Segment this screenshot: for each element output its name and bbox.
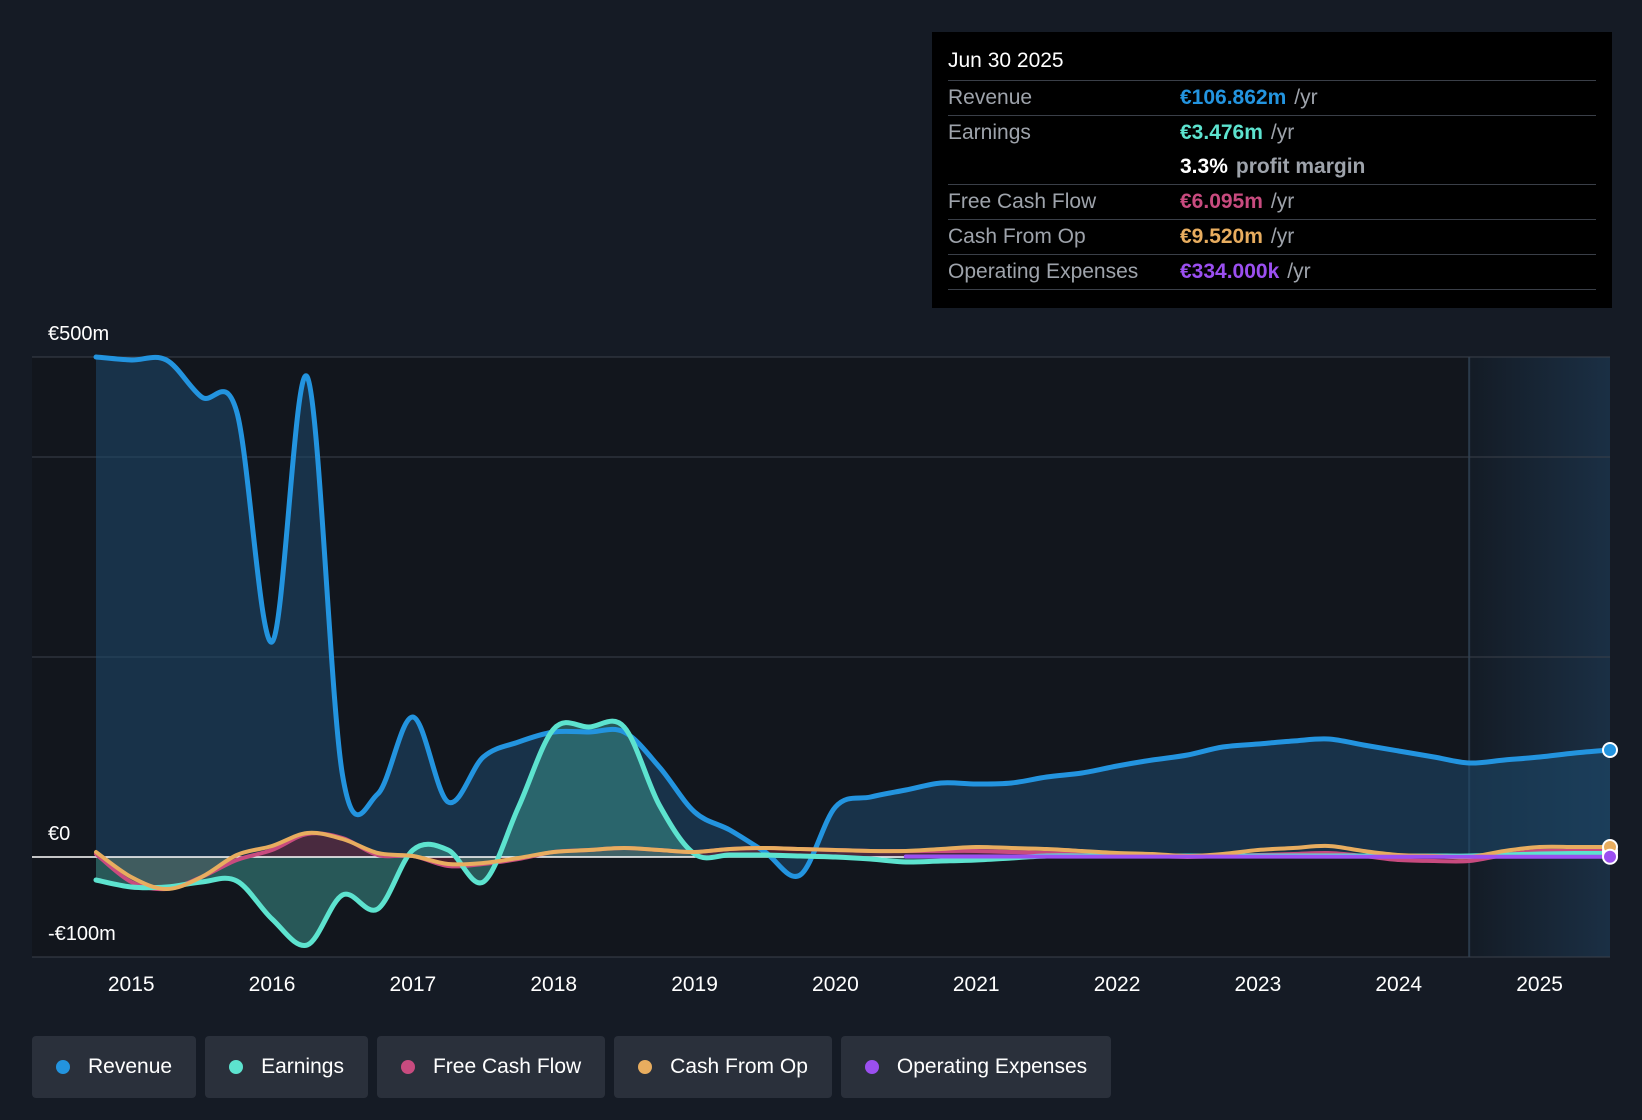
legend-item-free-cash-flow[interactable]: Free Cash Flow [376, 1036, 606, 1098]
legend: Revenue Earnings Free Cash Flow Cash Fro… [32, 1036, 1112, 1098]
x-tick-label: 2022 [1094, 973, 1141, 996]
y-tick-label: €0 [48, 823, 70, 845]
x-tick-label: 2025 [1516, 973, 1563, 996]
free-cash-flow-dot-icon [400, 1060, 415, 1074]
tooltip-value: €3.476m [1180, 121, 1263, 144]
revenue-end-marker [1602, 742, 1618, 758]
tooltip-value: €106.862m [1180, 86, 1287, 109]
series-lines [93, 354, 1613, 948]
tooltip-value: €334.000k [1180, 260, 1280, 283]
tooltip-unit: /yr [1270, 190, 1295, 213]
x-tick-label: 2019 [671, 973, 718, 996]
x-tick-label: 2018 [530, 973, 577, 996]
operating-expenses-dot-icon [864, 1060, 879, 1074]
tooltip-row-operating-expenses: Operating Expenses €334.000k /yr [948, 254, 1596, 290]
tooltip-value: 3.3% [1180, 155, 1228, 178]
tooltip-row-revenue: Revenue €106.862m /yr [948, 80, 1596, 115]
tooltip-row-earnings: Earnings €3.476m /yr [948, 115, 1596, 150]
legend-item-earnings[interactable]: Earnings [205, 1036, 368, 1098]
tooltip-unit: /yr [1270, 225, 1295, 248]
earnings-dot-icon [229, 1060, 244, 1074]
legend-item-cash-from-op[interactable]: Cash From Op [614, 1036, 832, 1098]
end-markers [1602, 742, 1618, 865]
tooltip-label: Earnings [948, 121, 1031, 144]
tooltip-value: €9.520m [1180, 225, 1263, 248]
x-axis-labels: 2015 2016 2017 2018 2019 2020 2021 2022 2023 2024… [108, 973, 1563, 996]
tooltip-panel: Jun 30 2025 Revenue €106.862m /yr Earnin… [932, 32, 1612, 308]
revenue-line [93, 354, 1613, 879]
tooltip-label: Cash From Op [948, 225, 1086, 248]
operating-expenses-end-marker [1602, 848, 1618, 865]
x-tick-label: 2024 [1375, 973, 1422, 996]
legend-item-revenue[interactable]: Revenue [32, 1036, 197, 1098]
legend-item-operating-expenses[interactable]: Operating Expenses [840, 1036, 1112, 1098]
cash-from-op-dot-icon [638, 1060, 653, 1074]
y-tick-label: €500m [48, 323, 109, 345]
tooltip-row-cash-from-op: Cash From Op €9.520m /yr [948, 219, 1596, 254]
legend-label: Free Cash Flow [432, 1055, 582, 1078]
tooltip-unit: /yr [1270, 121, 1295, 144]
legend-label: Operating Expenses [896, 1055, 1088, 1078]
tooltip-unit: /yr [1294, 86, 1318, 109]
tooltip-label: Revenue [948, 86, 1033, 109]
legend-label: Revenue [88, 1055, 173, 1078]
legend-label: Cash From Op [670, 1055, 808, 1078]
x-tick-label: 2023 [1235, 973, 1282, 996]
y-axis-labels: €500m €0 -€100m [48, 323, 116, 945]
tooltip-row-free-cash-flow: Free Cash Flow €6.095m /yr [948, 184, 1596, 219]
x-tick-label: 2020 [812, 973, 859, 996]
cash-from-op-line [94, 830, 1612, 891]
x-tick-label: 2017 [390, 973, 437, 996]
x-tick-label: 2015 [108, 973, 155, 996]
tooltip-label: Operating Expenses [948, 260, 1139, 283]
revenue-dot-icon [56, 1060, 70, 1074]
tooltip-date: Jun 30 2025 [948, 49, 1064, 72]
y-tick-label: -€100m [48, 923, 116, 945]
x-tick-label: 2016 [249, 973, 296, 996]
tooltip-unit: /yr [1287, 260, 1311, 283]
tooltip-value: €6.095m [1180, 190, 1263, 213]
tooltip-row-profit-margin: 3.3% profit margin [948, 150, 1596, 184]
legend-label: Earnings [261, 1055, 344, 1078]
tooltip-label: Free Cash Flow [948, 190, 1097, 213]
x-tick-label: 2021 [953, 973, 1000, 996]
tooltip-unit: profit margin [1235, 155, 1366, 178]
